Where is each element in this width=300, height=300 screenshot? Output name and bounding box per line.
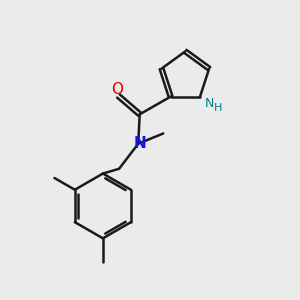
- Text: H: H: [214, 103, 222, 113]
- Text: N: N: [205, 98, 214, 110]
- Text: N: N: [133, 136, 146, 151]
- Text: O: O: [111, 82, 123, 97]
